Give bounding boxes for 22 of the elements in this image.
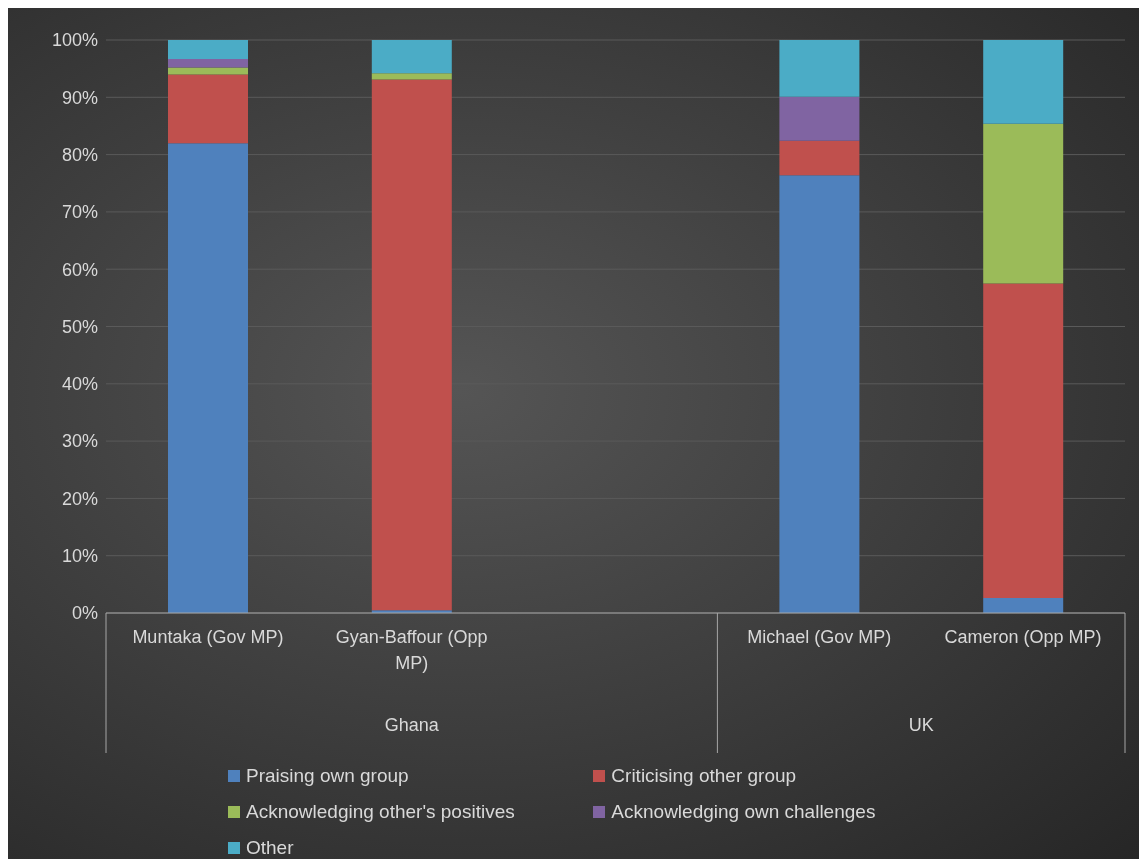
- y-tick-label: 90%: [61, 87, 98, 108]
- y-tick-label: 70%: [61, 202, 98, 223]
- y-tick-label: 0%: [71, 603, 98, 624]
- y-tick-label: 50%: [61, 316, 98, 337]
- y-tick-label: 20%: [61, 488, 98, 509]
- y-tick-label: 100%: [51, 30, 98, 51]
- legend-label: Criticising other group: [611, 765, 797, 787]
- y-tick-label: 30%: [61, 431, 98, 452]
- x-tick-label: Michael (Gov MP): [747, 627, 892, 647]
- y-tick-label: 10%: [61, 546, 98, 567]
- y-tick-label: 80%: [61, 144, 98, 165]
- legend-label: Acknowledging other's positives: [246, 801, 515, 823]
- x-tick-label: Muntaka (Gov MP): [132, 627, 284, 647]
- y-tick-label: 40%: [61, 374, 98, 395]
- legend-label: Praising own group: [246, 765, 409, 787]
- legend-label: Acknowledging own challenges: [611, 801, 876, 823]
- x-tick-label: Gyan-Baffour (Opp MP): [335, 627, 488, 673]
- legend-label: Other: [246, 837, 294, 859]
- text: Ghana: [384, 715, 440, 735]
- x-tick-label: Cameron (Opp MP): [944, 627, 1102, 647]
- text: UK: [908, 715, 934, 735]
- y-tick-label: 60%: [61, 259, 98, 280]
